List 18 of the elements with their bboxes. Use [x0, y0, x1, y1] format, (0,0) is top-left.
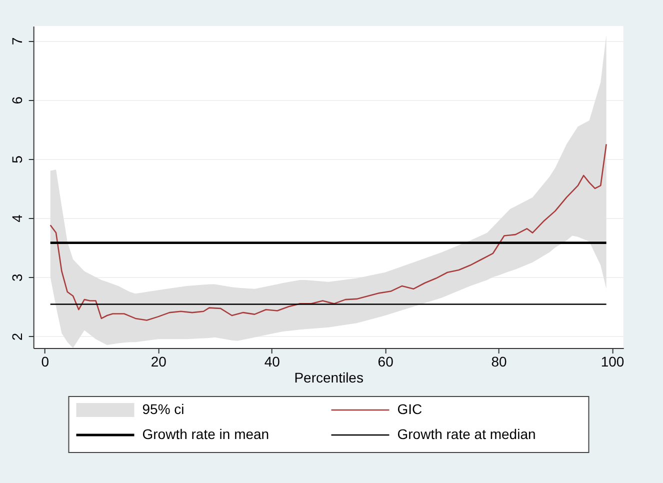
- legend-label: Growth rate at median: [397, 426, 536, 442]
- y-tick-label: 7: [8, 37, 25, 46]
- line-series: [50, 144, 607, 321]
- y-tick-label: 4: [8, 214, 25, 222]
- x-axis-title: Percentiles: [294, 370, 364, 386]
- legend-label: 95% ci: [142, 401, 184, 417]
- y-tick-label: 6: [8, 96, 25, 104]
- y-tick-label: 5: [8, 155, 25, 164]
- x-tick-label: 80: [491, 354, 508, 370]
- x-tick-label: 0: [41, 354, 50, 370]
- x-tick-label: 60: [378, 354, 394, 370]
- y-tick-label: 3: [8, 274, 25, 282]
- x-tick-label: 40: [264, 354, 280, 370]
- legend-label: Growth rate in mean: [142, 426, 270, 442]
- y-tick-label: 2: [8, 332, 25, 341]
- legend-label: GIC: [397, 401, 422, 417]
- x-tick-label: 100: [600, 354, 624, 370]
- x-tick-label: 20: [150, 354, 167, 370]
